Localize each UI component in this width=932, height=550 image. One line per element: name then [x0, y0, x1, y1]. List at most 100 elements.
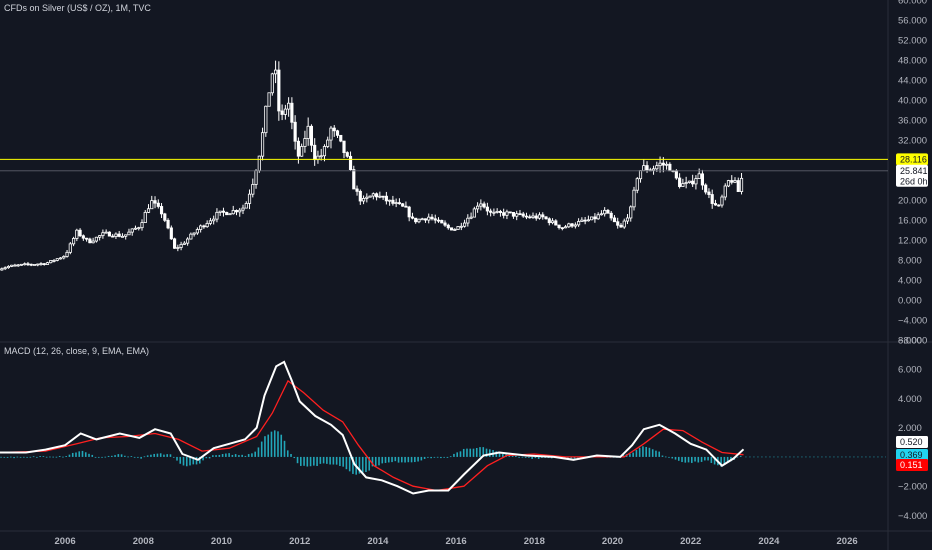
candle-body [401, 203, 405, 207]
histogram-bar [42, 456, 45, 457]
candle-body [107, 231, 111, 237]
histogram-bar [13, 456, 15, 459]
price-axis-tick: 52.000 [898, 36, 927, 47]
histogram-bar [251, 453, 253, 457]
histogram-bar [726, 456, 729, 463]
candle-body [251, 184, 255, 195]
histogram-bar [642, 446, 644, 457]
histogram-bar [36, 456, 38, 458]
candle-body [215, 211, 219, 220]
histogram-bar [368, 456, 371, 471]
histogram-bar [446, 456, 449, 458]
candle-body [208, 220, 213, 224]
candle-body [225, 211, 229, 216]
time-axis[interactable]: 2006 2008 2010 2012 2014 2016 2018 2020 2022 2024… [55, 536, 858, 547]
candle-body [397, 202, 401, 205]
candle-body [388, 199, 392, 202]
time-axis-tick: 2016 [446, 536, 467, 547]
candle-body [528, 216, 532, 219]
candle-body [381, 195, 385, 198]
histogram-bar [537, 456, 540, 459]
candle-body [166, 219, 170, 229]
histogram-bar [117, 454, 120, 457]
candle-body [264, 105, 268, 134]
histogram-bar [163, 454, 165, 457]
price-axis[interactable]: 60.000 56.000 52.000 48.000 44.000 40.000 36.0… [896, 0, 928, 347]
candle-body [410, 216, 415, 219]
horizontal-line-tag [896, 153, 928, 166]
histogram-bar [195, 456, 198, 465]
price-pane[interactable] [0, 60, 888, 271]
candle-body [368, 195, 372, 198]
histogram-bar [169, 454, 172, 457]
candle-body [133, 227, 138, 230]
candle-body [75, 229, 79, 239]
candle-body [85, 237, 89, 240]
histogram-bar [107, 455, 110, 457]
macd-axis[interactable]: 8.000 6.000 4.000 2.000 −2.000 −4.000 0.520 0.3… [896, 336, 928, 522]
histogram-bar [238, 455, 240, 457]
candle-body [182, 242, 186, 245]
histogram-bar [632, 452, 634, 457]
candle-body [49, 260, 53, 264]
candle-body [414, 217, 418, 223]
histogram-bar [293, 456, 296, 459]
histogram-bar [221, 454, 224, 457]
histogram-bar [273, 430, 276, 457]
candle-body [192, 232, 196, 235]
histogram-bar [10, 456, 12, 458]
histogram-bar [638, 447, 641, 457]
histogram-bar [182, 456, 185, 466]
histogram-bar [655, 450, 657, 457]
histogram-bar [153, 453, 155, 457]
histogram-bar [531, 456, 533, 459]
macd-axis-tick: 8.000 [898, 336, 922, 347]
histogram-bar [49, 456, 51, 458]
histogram-bar [681, 456, 683, 463]
candle-body [65, 251, 69, 257]
time-axis-tick: 2022 [680, 536, 701, 547]
candle-body [159, 206, 164, 215]
candle-body [6, 266, 10, 269]
histogram-bar [459, 451, 462, 457]
histogram-bar [166, 454, 169, 457]
histogram-bar [645, 446, 647, 457]
histogram-bar [62, 456, 64, 458]
histogram-bar [234, 454, 237, 457]
time-axis-tick: 2014 [367, 536, 389, 547]
candle-body [270, 73, 274, 94]
candle-body [81, 235, 85, 239]
candle-body [150, 200, 154, 210]
candle-body [36, 263, 40, 266]
candle-body [290, 102, 294, 123]
candle-body [212, 218, 216, 222]
signal-line [0, 379, 744, 492]
candle-body [55, 258, 59, 261]
candle-body [352, 169, 356, 190]
price-axis-tick: −4.000 [898, 316, 927, 327]
histogram-bar [23, 456, 25, 458]
candle-body [267, 92, 271, 107]
candle-body [10, 264, 14, 267]
histogram-bar [111, 455, 113, 457]
histogram-bar [120, 454, 123, 457]
candle-body [661, 162, 665, 166]
macd-pane[interactable] [0, 360, 886, 495]
candle-body [573, 224, 577, 227]
histogram-bar [433, 456, 436, 458]
histogram-bar [254, 451, 256, 457]
histogram-bar [332, 456, 335, 465]
histogram-bar [283, 440, 286, 457]
candle-body [443, 222, 447, 226]
histogram-bar [241, 454, 243, 457]
histogram-bar [313, 456, 315, 466]
candle-body [326, 139, 330, 147]
candle-body [120, 235, 125, 238]
histogram-bar [6, 456, 9, 458]
candle-body [586, 219, 590, 222]
candle-body [296, 140, 300, 157]
candle-body [140, 222, 144, 229]
histogram-bar [65, 456, 68, 457]
candle-body [430, 216, 434, 220]
